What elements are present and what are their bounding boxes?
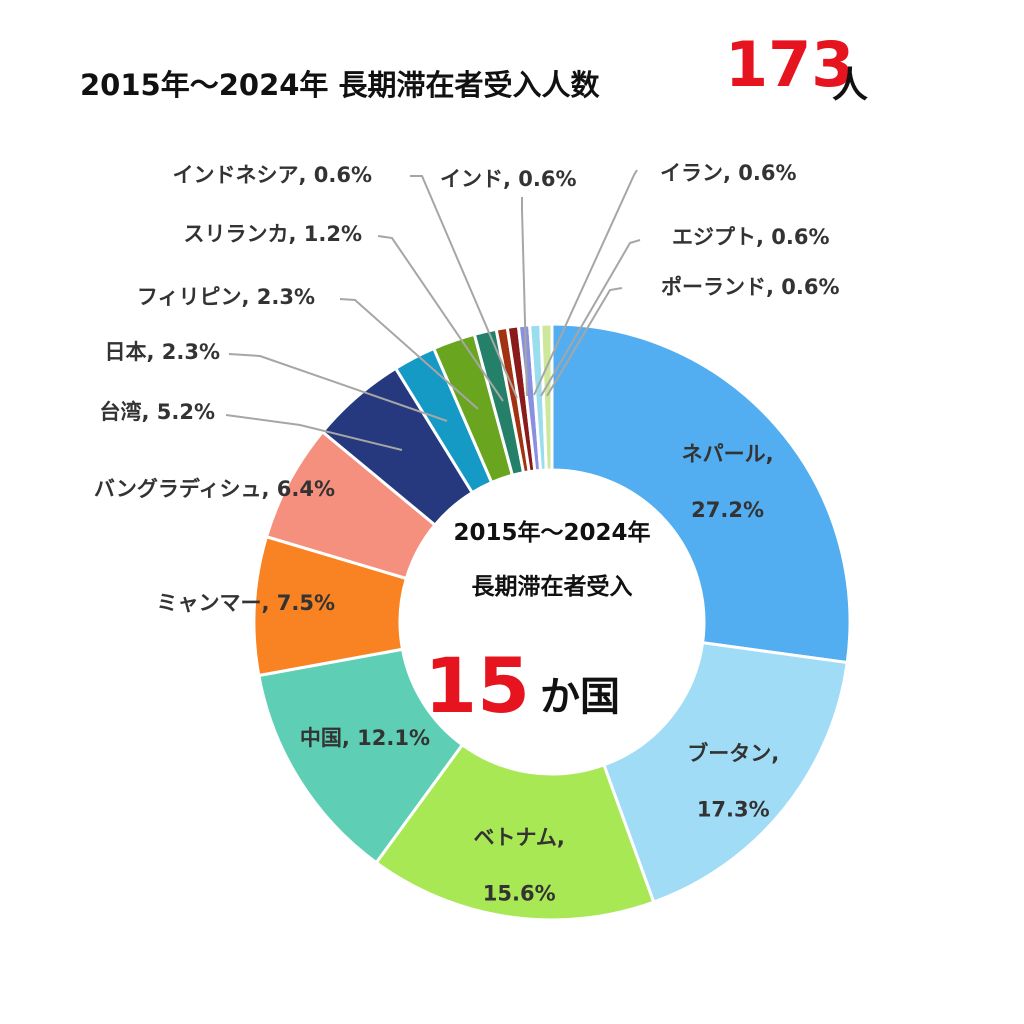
slice-3: [374, 742, 656, 922]
center-unit: か国: [540, 674, 620, 720]
center-line1: 2015年～2024年: [453, 519, 650, 546]
center-text: 2015年～2024年 長期滞在者受入 15 か国: [424, 519, 650, 730]
center-line2: 長期滞在者受入: [472, 573, 633, 600]
slice-label-10: スリランカ, 1.2%: [183, 222, 362, 246]
slice-label-12: インド, 0.6%: [440, 167, 577, 191]
slice-label-3: ベトナム,: [474, 826, 565, 850]
title-unit: 人: [832, 65, 869, 106]
slice-label-11: インドネシア, 0.6%: [172, 163, 372, 187]
slice-label-9: フィリピン, 2.3%: [137, 285, 315, 309]
slice-value-1: 27.2%: [691, 498, 764, 522]
leader-lines: [225, 169, 641, 451]
center-count: 15: [424, 641, 530, 730]
slice-label-6: バングラディシュ, 6.4%: [94, 477, 335, 501]
leader-line-13: [533, 169, 638, 396]
leader-line-15: [546, 287, 623, 397]
title-count: 173: [725, 28, 855, 101]
slices: [252, 322, 852, 922]
leader-line-9: [339, 298, 479, 410]
slice-label-2: ブータン,: [687, 741, 779, 765]
leader-line-10: [377, 235, 504, 402]
leader-line-8: [228, 353, 448, 422]
slice-value-2: 17.3%: [697, 797, 770, 821]
slice-labels: ネパール, 27.2% ブータン, 17.3% ベトナム, 15.6% 中国, 12.1% ミ…: [94, 161, 840, 906]
slice-label-5: ミャンマー, 7.5%: [156, 591, 335, 615]
slice-label-1: ネパール,: [682, 442, 774, 466]
slice-label-14: エジプト, 0.6%: [672, 225, 830, 249]
slice-label-13: イラン, 0.6%: [660, 161, 797, 185]
slice-value-3: 15.6%: [483, 882, 556, 906]
slice-label-7: 台湾, 5.2%: [99, 400, 215, 424]
leader-line-7: [225, 414, 403, 451]
slice-label-15: ポーランド, 0.6%: [661, 275, 840, 299]
slice-1: [550, 322, 852, 665]
slice-label-8: 日本, 2.3%: [104, 340, 220, 364]
leader-line-12: [521, 197, 528, 397]
slice-label-4: 中国, 12.1%: [300, 726, 430, 750]
leader-line-11: [410, 175, 518, 399]
title-text: 2015年～2024年 長期滞在者受入人数: [80, 68, 600, 102]
slice-2: [601, 640, 849, 905]
leader-line-14: [540, 239, 641, 397]
